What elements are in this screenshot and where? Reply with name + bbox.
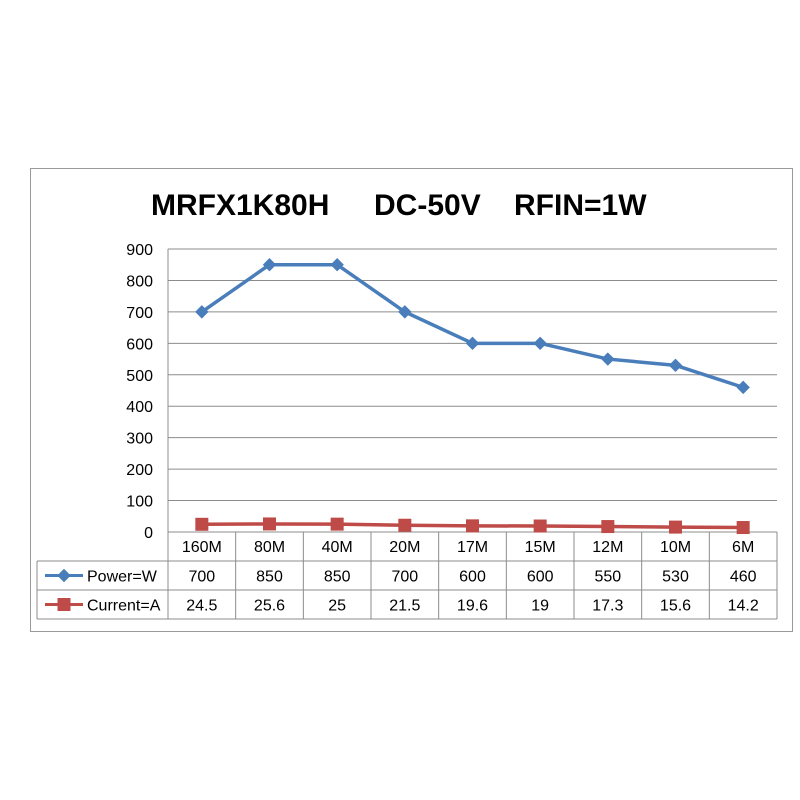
y-tick-label: 100	[126, 494, 153, 511]
data-point-1	[669, 520, 682, 534]
table-value: 530	[662, 569, 689, 586]
data-point-0	[330, 258, 344, 272]
data-point-1	[398, 518, 412, 532]
data-point-1	[466, 519, 479, 533]
legend-label-1: Current=A	[87, 598, 161, 615]
table-value: 15.6	[660, 598, 691, 615]
data-point-1	[601, 520, 615, 534]
x-category-label: 15M	[525, 539, 556, 556]
data-table: 160M 80M 40M 20M 17M 15M 12M 10M 6M Power=W 700 850…	[36, 531, 778, 620]
series-line-0	[200, 262, 744, 390]
data-point-0	[601, 352, 615, 366]
title-part-1: DC-50V	[374, 189, 481, 222]
table-value: 460	[730, 569, 757, 586]
table-value: 700	[188, 569, 215, 586]
y-tick-label: 800	[126, 273, 153, 290]
data-point-0	[195, 305, 209, 319]
legend-marker-1	[57, 598, 71, 611]
x-category-label: 10M	[660, 539, 691, 556]
data-point-1	[263, 517, 276, 531]
gridlines	[167, 248, 777, 533]
y-tick-label: 200	[126, 462, 153, 479]
y-tick-label: 900	[126, 242, 153, 259]
data-point-0	[398, 305, 412, 319]
x-category-label: 6M	[732, 539, 754, 556]
data-point-0	[736, 380, 750, 395]
table-value: 850	[256, 569, 283, 586]
table-value: 850	[324, 569, 351, 586]
y-tick-label: 500	[126, 368, 153, 385]
x-category-label: 20M	[389, 539, 420, 556]
y-tick-label: 400	[126, 399, 153, 416]
data-point-1	[533, 519, 547, 533]
chart-title: MRFX1K80H DC-50V RFIN=1W	[151, 189, 647, 222]
table-value: 600	[459, 569, 486, 586]
x-category-label: 160M	[182, 539, 222, 556]
x-category-label: 80M	[254, 539, 285, 556]
table-value: 600	[527, 569, 554, 586]
y-tick-label: 700	[126, 305, 153, 322]
legend-marker-0	[57, 568, 71, 583]
data-point-1	[736, 521, 750, 535]
title-part-0: MRFX1K80H	[151, 189, 329, 222]
series-lines	[195, 258, 750, 535]
table-value: 550	[594, 569, 621, 586]
table-value: 700	[391, 569, 418, 586]
table-value: 25	[328, 598, 346, 615]
data-point-0	[668, 358, 683, 373]
y-tick-label: 600	[126, 336, 153, 353]
power-current-chart: MRFX1K80H DC-50V RFIN=1W 0 100 200 300 400 500 6…	[36, 189, 778, 620]
y-axis-ticks: 0 100 200 300 400 500 600 700 800 900	[126, 242, 153, 542]
legend-label-0: Power=W	[87, 569, 158, 586]
x-category-label: 12M	[592, 539, 623, 556]
x-category-label: 40M	[322, 539, 353, 556]
data-point-1	[330, 517, 344, 531]
table-value: 17.3	[592, 598, 623, 615]
table-value: 24.5	[186, 598, 217, 615]
table-value: 21.5	[389, 598, 420, 615]
y-tick-label: 300	[126, 431, 153, 448]
y-tick-label: 0	[144, 525, 153, 542]
data-point-0	[262, 258, 277, 272]
data-point-0	[533, 336, 547, 351]
x-category-label: 17M	[457, 539, 488, 556]
title-part-2: RFIN=1W	[514, 189, 647, 222]
data-point-0	[465, 336, 480, 351]
chart-frame: MRFX1K80H DC-50V RFIN=1W 0 100 200 300 400 500 6…	[30, 168, 793, 632]
table-value: 14.2	[728, 598, 759, 615]
table-value: 19	[531, 598, 549, 615]
data-point-1	[195, 517, 209, 531]
table-value: 25.6	[254, 598, 285, 615]
table-value: 19.6	[457, 598, 488, 615]
